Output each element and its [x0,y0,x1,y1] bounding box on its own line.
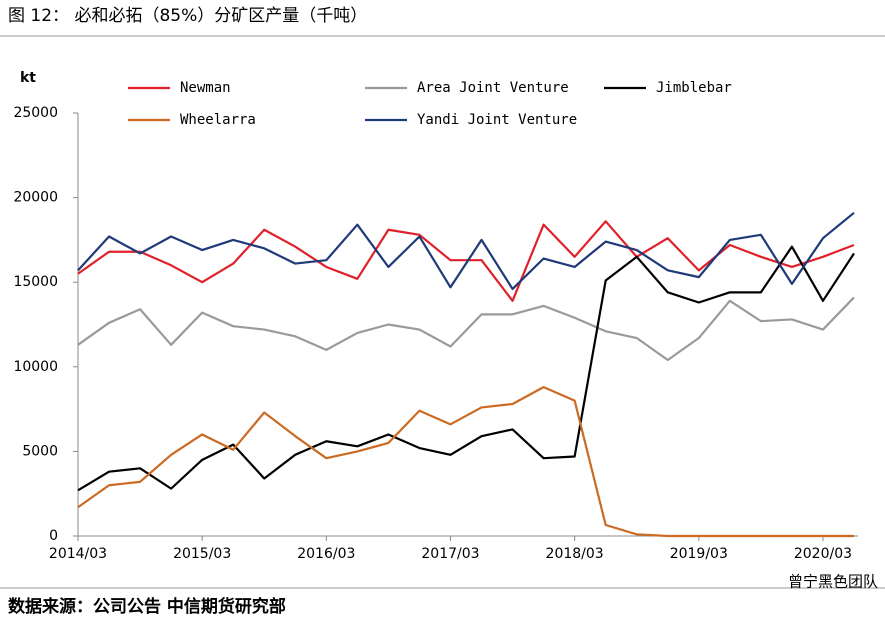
series-line [77,220,855,302]
watermark: 曾宁黑色团队 [788,573,878,591]
x-tick-label: 2018/03 [546,546,604,562]
series-line [77,211,855,291]
legend-label: Newman [180,80,231,96]
source: 数据来源：公司公告 中信期货研究部 [8,596,286,617]
legend-label: Jimblebar [656,80,732,96]
x-tick-label: 2016/03 [297,546,355,562]
x-tick-label: 2015/03 [173,546,231,562]
chart-title: 图 12： 必和必拓（85%）分矿区产量（千吨） [8,6,367,26]
legend-label: Area Joint Venture [417,80,569,96]
legend-label: Yandi Joint Venture [417,112,577,128]
y-axis-label: kt [20,70,36,86]
x-tick-label: 2014/03 [49,546,107,562]
x-tick-label: 2017/03 [421,546,479,562]
y-tick-label: 5000 [22,443,58,459]
legend-label: Wheelarra [180,112,256,128]
series-line [77,296,855,362]
y-tick-label: 20000 [13,190,58,206]
series-line [77,245,855,492]
y-tick-label: 25000 [13,105,58,121]
x-tick-label: 2019/03 [670,546,728,562]
y-tick-label: 15000 [13,274,58,290]
x-tick-label: 2020/03 [794,546,852,562]
y-tick-label: 10000 [13,359,58,375]
y-tick-label: 0 [49,528,58,544]
series-line [77,386,854,538]
